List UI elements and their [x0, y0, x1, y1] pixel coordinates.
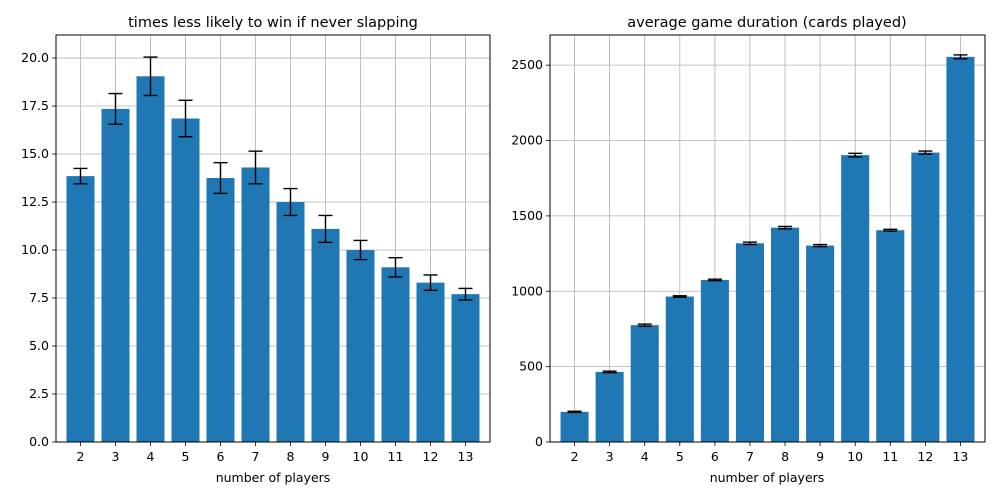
left-bar [451, 294, 480, 442]
x-tick-label: 3 [606, 449, 614, 464]
left-chart-xlabel: number of players [216, 470, 331, 485]
right-bar [876, 230, 905, 442]
left-bar [416, 282, 445, 442]
x-tick-label: 4 [641, 449, 649, 464]
x-tick-label: 2 [77, 449, 85, 464]
x-tick-label: 13 [952, 449, 968, 464]
x-tick-label: 9 [322, 449, 330, 464]
right-bar [560, 411, 589, 442]
y-tick-label: 2500 [511, 57, 543, 72]
y-tick-label: 1000 [511, 283, 543, 298]
y-tick-label: 1500 [511, 208, 543, 223]
y-tick-label: 17.5 [21, 98, 49, 113]
x-tick-label: 12 [917, 449, 933, 464]
left-bar [136, 76, 165, 442]
y-tick-label: 0.0 [29, 434, 49, 449]
right-chart-panel: average game duration (cards played) num… [511, 15, 986, 485]
right-chart-title: average game duration (cards played) [627, 15, 906, 31]
y-tick-label: 500 [519, 359, 543, 374]
x-tick-label: 9 [816, 449, 824, 464]
x-tick-label: 3 [112, 449, 120, 464]
x-tick-label: 13 [458, 449, 474, 464]
right-bar [771, 227, 800, 442]
left-chart-panel: times less likely to win if never slappi… [21, 15, 491, 485]
right-bar [841, 155, 870, 442]
right-bar [595, 371, 624, 442]
right-bar [911, 152, 940, 443]
y-tick-label: 15.0 [21, 146, 49, 161]
left-bar [311, 228, 340, 442]
right-bar [806, 245, 835, 442]
right-axes-frame [549, 34, 986, 443]
x-tick-label: 5 [676, 449, 684, 464]
x-tick-label: 10 [353, 449, 369, 464]
x-tick-label: 5 [182, 449, 190, 464]
right-bar [630, 325, 659, 442]
left-bar [101, 108, 130, 443]
right-chart-xlabel: number of players [710, 470, 825, 485]
right-bar [735, 243, 764, 442]
y-tick-label: 7.5 [29, 290, 49, 305]
right-bar [700, 279, 729, 442]
y-tick-label: 10.0 [21, 242, 49, 257]
x-tick-label: 12 [423, 449, 439, 464]
left-bar [206, 178, 235, 442]
x-tick-label: 6 [217, 449, 225, 464]
x-tick-label: 11 [882, 449, 898, 464]
y-tick-label: 0 [535, 434, 543, 449]
left-bar [66, 176, 95, 442]
y-tick-label: 12.5 [21, 194, 49, 209]
right-bar [665, 296, 694, 442]
left-bar [346, 250, 375, 442]
y-tick-label: 5.0 [29, 338, 49, 353]
left-chart-title: times less likely to win if never slappi… [128, 15, 418, 31]
x-tick-label: 8 [287, 449, 295, 464]
left-bar [241, 167, 270, 442]
x-tick-label: 2 [571, 449, 579, 464]
left-bar [381, 267, 410, 442]
y-tick-label: 2.5 [29, 386, 49, 401]
x-tick-label: 8 [781, 449, 789, 464]
left-bar [171, 118, 200, 443]
y-tick-label: 2000 [511, 133, 543, 148]
x-tick-label: 10 [847, 449, 863, 464]
left-bar [276, 202, 305, 442]
x-tick-label: 7 [746, 449, 754, 464]
right-bar [946, 56, 975, 442]
x-tick-label: 6 [711, 449, 719, 464]
y-tick-label: 20.0 [21, 50, 49, 65]
left-axes-frame [55, 34, 491, 443]
x-tick-label: 4 [147, 449, 155, 464]
x-tick-label: 7 [252, 449, 260, 464]
x-tick-label: 11 [388, 449, 404, 464]
